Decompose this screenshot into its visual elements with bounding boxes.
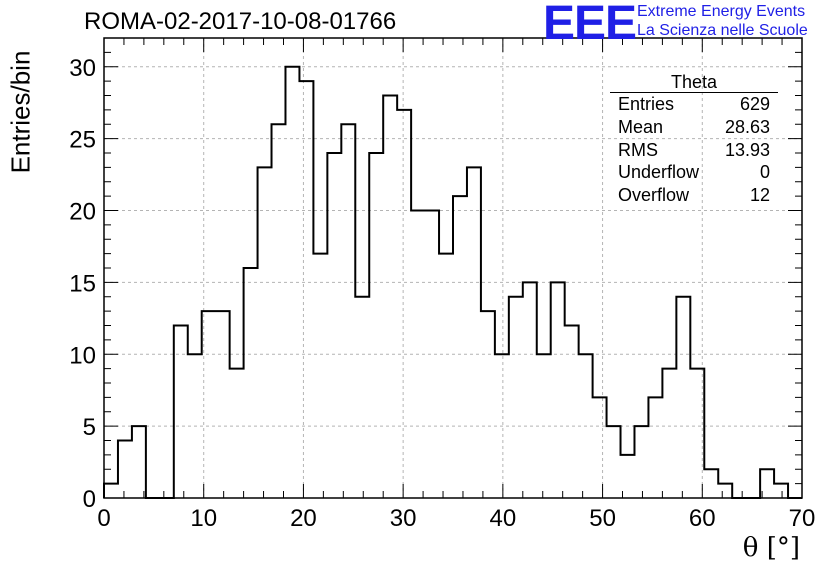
histogram-bin: [216, 311, 230, 498]
histogram-bin: [272, 124, 286, 498]
stats-value: 13.93: [724, 139, 770, 160]
histogram-bin: [481, 311, 495, 498]
stats-row-overflow: Overflow 12: [610, 184, 778, 207]
histogram-bin: [313, 254, 327, 498]
histogram-bin: [439, 254, 453, 498]
x-tick-label: 30: [390, 505, 417, 532]
x-tick-label: 40: [490, 505, 517, 532]
logo-caption: Extreme Energy Events La Scienza nelle S…: [637, 2, 808, 40]
stats-label: Mean: [618, 116, 664, 137]
x-axis-label: θ [°]: [742, 533, 800, 563]
stats-row-rms: RMS 13.93: [610, 139, 778, 162]
stats-row-mean: Mean 28.63: [610, 116, 778, 139]
histogram-bin: [467, 167, 481, 498]
x-tick-label: 50: [589, 505, 616, 532]
stats-title: Theta: [610, 72, 778, 93]
histogram-bin: [299, 81, 313, 498]
histogram-bin: [355, 297, 369, 498]
stats-row-underflow: Underflow 0: [610, 161, 778, 184]
histogram-bin: [258, 167, 272, 498]
histogram-bin: [593, 397, 607, 498]
stats-label: Underflow: [618, 162, 700, 183]
y-axis-label: Entries/bin: [5, 50, 36, 174]
histogram-bin: [551, 282, 565, 498]
stats-row-entries: Entries 629: [610, 93, 778, 116]
stats-label: Overflow: [618, 185, 690, 206]
histogram-bin: [383, 96, 397, 499]
x-tick-label: 60: [689, 505, 716, 532]
histogram-bin: [676, 297, 690, 498]
histogram-bin: [174, 326, 188, 499]
histogram-bin: [634, 426, 648, 498]
histogram-bin: [509, 297, 523, 498]
histogram-bin: [648, 397, 662, 498]
histogram-bin: [341, 124, 355, 498]
stats-value: 0: [759, 162, 770, 183]
histogram-bin: [369, 153, 383, 498]
eee-logo: EEE: [543, 0, 637, 50]
histogram-series-line: [103, 65, 802, 499]
x-tick-label: 70: [789, 505, 816, 532]
histogram-bin: [104, 484, 118, 498]
logo-caption-line2: La Scienza nelle Scuole: [637, 22, 808, 39]
stats-value: 28.63: [724, 116, 770, 137]
histogram-bin: [327, 153, 341, 498]
histogram-bin: [453, 196, 467, 498]
histogram-bin: [132, 426, 146, 498]
histogram-bin: [397, 110, 411, 498]
y-tick-label: 20: [69, 199, 96, 226]
stats-value: 629: [739, 94, 770, 114]
logo-caption-line1: Extreme Energy Events: [637, 3, 806, 20]
histogram-bin: [718, 484, 732, 498]
stats-label: Entries: [618, 94, 675, 114]
stats-value: 12: [749, 185, 770, 206]
y-tick-label: 10: [69, 342, 96, 369]
chart-title: ROMA-02-2017-10-08-01766: [84, 8, 397, 35]
histogram-bin: [662, 369, 676, 498]
x-tick-label: 20: [290, 505, 317, 532]
y-tick-label: 0: [83, 486, 96, 513]
histogram-bin: [230, 369, 244, 498]
y-tick-label: 5: [83, 414, 96, 441]
histogram-bin: [244, 268, 258, 498]
x-tick-label: 0: [97, 505, 110, 532]
stats-box: Theta Entries 629 Mean 28.63 RMS 13.93 Unde…: [610, 72, 778, 207]
stats-label: RMS: [618, 139, 658, 160]
y-tick-label: 30: [69, 55, 96, 82]
histogram-bin: [607, 426, 621, 498]
y-tick-label: 15: [69, 270, 96, 297]
histogram-bin: [118, 441, 132, 499]
histogram-bin: [704, 469, 718, 498]
y-tick-label: 25: [69, 127, 96, 154]
histogram-bin: [523, 282, 537, 498]
histogram-bin: [565, 326, 579, 499]
histogram-bin: [774, 484, 788, 498]
x-tick-label: 10: [190, 505, 217, 532]
